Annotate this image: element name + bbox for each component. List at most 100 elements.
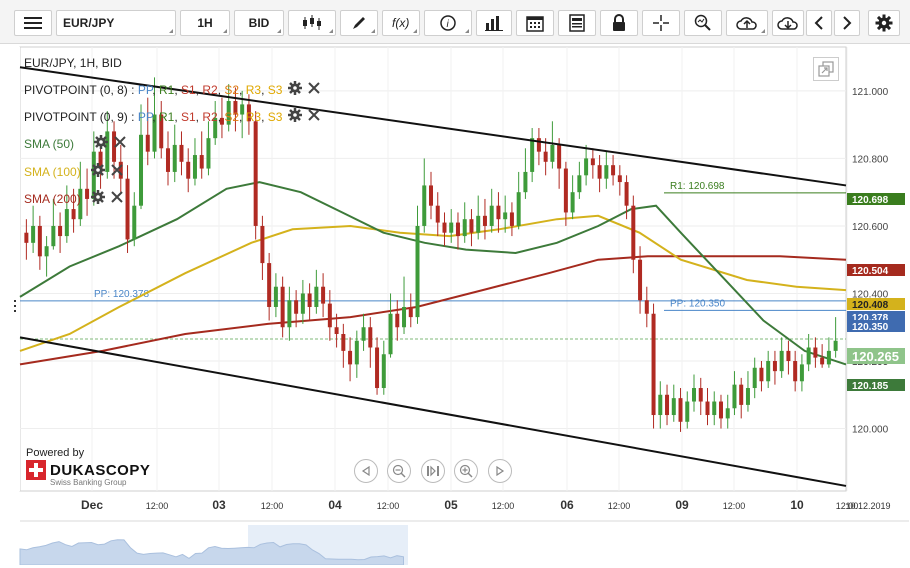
drawing-tools-button[interactable] [340, 10, 378, 36]
fit-icon [427, 465, 439, 477]
pivot-item-s3: S3 [267, 109, 283, 124]
scroll-back-button[interactable] [806, 10, 832, 36]
candle-body [71, 209, 76, 220]
candle-body [732, 384, 737, 409]
info-icon: i [440, 15, 456, 31]
gear-icon [94, 135, 109, 149]
candle-body [833, 340, 838, 351]
hamburger-icon [24, 17, 42, 29]
sma100-settings[interactable] [90, 163, 105, 180]
level-label-pp-current: PP: 120.350 [670, 298, 725, 309]
upload-button[interactable] [726, 10, 768, 36]
pivot-separator: , [217, 82, 225, 97]
pivot-separator: , [239, 109, 246, 124]
candle-body [381, 354, 386, 389]
sma200-line [19, 255, 847, 366]
pivot1-settings[interactable] [288, 81, 303, 98]
candle-body [759, 367, 764, 382]
document-icon [569, 14, 585, 32]
indicators-button[interactable]: f(x) [382, 10, 420, 36]
calendar-icon [526, 16, 544, 32]
lock-button[interactable] [600, 10, 638, 36]
price-chart[interactable]: 121.000120.800120.600120.400120.200120.0… [0, 45, 910, 566]
candle-body [678, 398, 683, 422]
scroll-forward-button[interactable] [834, 10, 860, 36]
pivot-separator: , [217, 109, 225, 124]
candle-body [78, 188, 83, 220]
candle-body [31, 225, 36, 243]
pivot2-settings[interactable] [288, 108, 303, 125]
candle-body [611, 165, 616, 176]
maximize-button[interactable] [813, 57, 839, 81]
pivot2-sep: : [127, 109, 138, 124]
zoom-out-button[interactable] [387, 459, 411, 483]
info-button[interactable]: i [424, 10, 472, 36]
gear-icon [875, 14, 893, 32]
candle-body [294, 300, 299, 314]
sma200-remove[interactable] [110, 191, 123, 206]
pivot-item-r1: R1 [158, 82, 175, 97]
chart-area[interactable]: 121.000120.800120.600120.400120.200120.0… [0, 45, 910, 566]
candle-body [219, 117, 224, 125]
candle-body [199, 155, 204, 169]
settings-button[interactable] [868, 10, 900, 36]
svg-text:i: i [447, 19, 450, 30]
nav-forward-button[interactable] [488, 459, 512, 483]
lock-icon [613, 14, 625, 31]
chart-type-button[interactable] [288, 10, 336, 36]
calendar-button[interactable] [516, 10, 554, 36]
candle-body [321, 286, 326, 304]
candle-body [766, 361, 771, 382]
report-button[interactable] [558, 10, 596, 36]
candle-body [685, 401, 690, 422]
candle-body [496, 205, 501, 220]
function-icon: f(x) [392, 16, 409, 30]
candle-body [422, 185, 427, 226]
price-tag [847, 348, 905, 364]
sma100-remove[interactable] [110, 164, 123, 179]
pivot-item-s3: S3 [267, 82, 283, 97]
reset-view-button[interactable] [421, 459, 445, 483]
timeframe-selector[interactable]: 1H [180, 10, 230, 36]
pivot-item-s2: S2 [224, 109, 240, 124]
sma50-remove[interactable] [114, 136, 126, 151]
pivot-item-r3: R3 [245, 82, 262, 97]
zoom-in-button[interactable] [454, 459, 478, 483]
symbol-selector[interactable]: EUR/JPY [56, 10, 176, 36]
x-tick-label: 12:00 [608, 501, 631, 511]
candle-body [375, 347, 380, 389]
zoom-button[interactable] [684, 10, 722, 36]
pivot2-remove[interactable] [308, 109, 321, 124]
crosshair-button[interactable] [642, 10, 680, 36]
candle-body [361, 327, 366, 341]
sma200-settings[interactable] [90, 190, 105, 207]
x-tick-label: 12:00 [146, 501, 169, 511]
menu-button[interactable] [14, 10, 52, 36]
price-side-selector[interactable]: BID [234, 10, 284, 36]
price-tag-label: 120.504 [852, 266, 889, 277]
pivot-item-s1: S1 [180, 109, 196, 124]
candle-body [429, 185, 433, 206]
close-icon [308, 109, 321, 121]
candle-body [590, 158, 595, 166]
pivot1-items: PP, R1, S1, R2, S2, R3, S3 [138, 83, 283, 97]
pivot-item-r3: R3 [245, 109, 262, 124]
candle-body [179, 144, 184, 162]
candle-body [469, 219, 474, 233]
nav-back-button[interactable] [354, 459, 378, 483]
candle-body [644, 300, 649, 314]
candle-body [213, 117, 218, 139]
pivot1-remove[interactable] [308, 82, 321, 97]
bar-chart-button[interactable] [476, 10, 512, 36]
sma50-label: SMA (50) [24, 136, 75, 151]
y-tick-label: 121.000 [852, 87, 889, 98]
download-button[interactable] [772, 10, 804, 36]
pivot-item-r2: R2 [202, 109, 218, 124]
pivot1-name: PIVOTPOINT (0, 8) [24, 82, 128, 97]
sma50-settings[interactable] [94, 135, 109, 152]
candle-body [280, 286, 285, 328]
candle-body [145, 134, 150, 152]
candle-body [354, 340, 359, 365]
candle-body [435, 205, 440, 223]
close-icon [110, 191, 123, 203]
